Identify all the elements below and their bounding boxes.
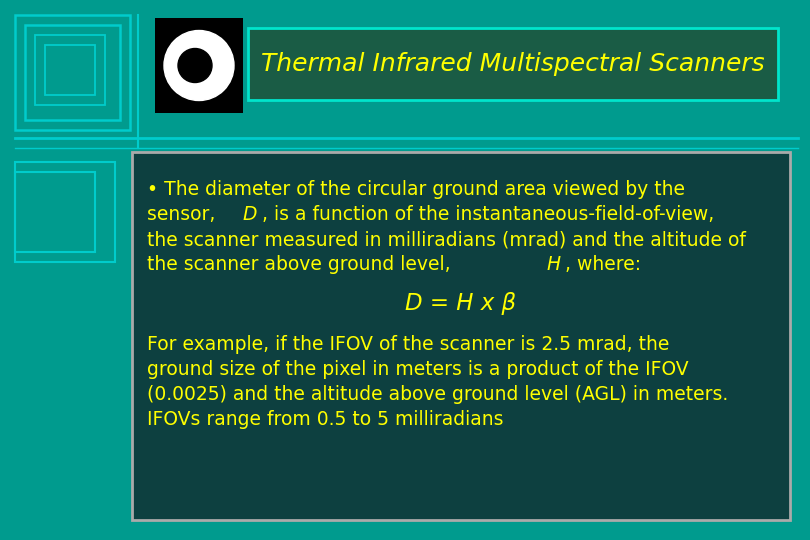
Circle shape (169, 36, 229, 96)
Bar (25, 25, 120, 120)
Bar (15, 172, 95, 252)
Text: D: D (243, 205, 258, 224)
Text: D = H x β: D = H x β (406, 292, 517, 315)
Text: , is a function of the instantaneous-field-of-view,: , is a function of the instantaneous-fie… (262, 205, 720, 224)
Circle shape (178, 49, 212, 83)
Bar (35, 35, 105, 105)
Text: For example, if the IFOV of the scanner is 2.5 mrad, the: For example, if the IFOV of the scanner … (147, 335, 669, 354)
Circle shape (164, 30, 234, 100)
Bar (15, 15, 130, 130)
Text: IFOVs range from 0.5 to 5 milliradians: IFOVs range from 0.5 to 5 milliradians (147, 410, 504, 429)
Text: , where:: , where: (565, 255, 641, 274)
Text: H: H (547, 255, 561, 274)
FancyBboxPatch shape (248, 28, 778, 100)
Circle shape (179, 45, 219, 85)
Bar (45, 45, 95, 95)
Text: the scanner above ground level,: the scanner above ground level, (147, 255, 457, 274)
Text: sensor,: sensor, (147, 205, 221, 224)
Text: ground size of the pixel in meters is a product of the IFOV: ground size of the pixel in meters is a … (147, 360, 688, 379)
Text: • The diameter of the circular ground area viewed by the: • The diameter of the circular ground ar… (147, 180, 685, 199)
FancyBboxPatch shape (132, 152, 790, 520)
Bar (155, 18, 243, 113)
Bar (15, 162, 115, 262)
Circle shape (174, 40, 224, 91)
Text: (0.0025) and the altitude above ground level (AGL) in meters.: (0.0025) and the altitude above ground l… (147, 385, 728, 404)
Text: the scanner measured in milliradians (mrad) and the altitude of: the scanner measured in milliradians (mr… (147, 230, 746, 249)
Text: Thermal Infrared Multispectral Scanners: Thermal Infrared Multispectral Scanners (261, 52, 765, 76)
